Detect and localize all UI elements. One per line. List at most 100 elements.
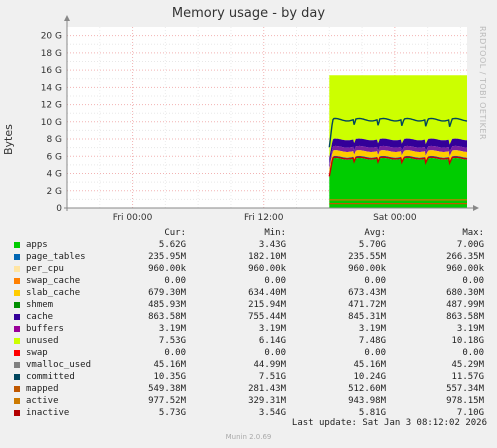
chart-plot: 0 2 G 4 G 6 G 8 G 10 G 12 G 14 G 16 G 18 G 20 G Fri… xyxy=(41,15,479,222)
legend-header-cur: Cur: xyxy=(164,228,186,238)
chart-title: Memory usage - by day xyxy=(171,6,326,21)
legend-value-cur: 0.00 xyxy=(164,276,186,286)
legend-series-name: active xyxy=(26,396,59,406)
legend-value-min: 3.19M xyxy=(258,324,286,334)
legend-value-max: 11.57G xyxy=(451,372,484,382)
legend-swatch xyxy=(14,314,20,320)
legend-value-min: 0.00 xyxy=(264,276,286,286)
legend-value-avg: 471.72M xyxy=(348,300,386,310)
x-axis-arrow xyxy=(473,205,479,211)
legend-value-max: 7.10G xyxy=(456,408,484,418)
legend-value-avg: 10.24G xyxy=(353,372,386,382)
legend-value-avg: 960.00k xyxy=(348,264,386,274)
legend-row-vmalloc-used: vmalloc_used 45.16M 44.99M 45.16M 45.29M xyxy=(0,360,497,372)
y-tick-label: 8 G xyxy=(46,135,62,145)
legend-value-avg: 0.00 xyxy=(364,348,386,358)
legend-value-cur: 5.73G xyxy=(158,408,186,418)
series-unused-area xyxy=(329,75,467,158)
legend-row-swap-cache: swap_cache 0.00 0.00 0.00 0.00 xyxy=(0,276,497,288)
legend-value-max: 487.99M xyxy=(446,300,484,310)
legend-swatch xyxy=(14,386,20,392)
legend-value-avg: 512.60M xyxy=(348,384,386,394)
legend-value-max: 0.00 xyxy=(462,348,484,358)
x-tick-label: Fri 12:00 xyxy=(244,213,284,222)
legend-series-name: apps xyxy=(26,240,48,250)
legend-value-avg: 7.48G xyxy=(358,336,386,346)
last-update: Last update: Sat Jan 3 08:12:02 2026 xyxy=(291,418,487,428)
legend-value-cur: 7.53G xyxy=(158,336,186,346)
legend-value-cur: 863.58M xyxy=(148,312,186,322)
legend-value-avg: 235.55M xyxy=(348,252,386,262)
legend-row-shmem: shmem 485.93M 215.94M 471.72M 487.99M xyxy=(0,300,497,312)
legend-value-min: 3.43G xyxy=(258,240,286,250)
y-tick-label: 18 G xyxy=(41,49,62,59)
legend-value-avg: 673.43M xyxy=(348,288,386,298)
series-committed-line xyxy=(328,117,467,148)
legend-series-name: page_tables xyxy=(26,252,86,262)
legend-row-swap: swap 0.00 0.00 0.00 0.00 xyxy=(0,348,497,360)
legend-header-max: Max: xyxy=(462,228,484,238)
series-apps-area xyxy=(329,158,467,208)
legend-value-min: 281.43M xyxy=(248,384,286,394)
legend-row-cache: cache 863.58M 755.44M 845.31M 863.58M xyxy=(0,312,497,324)
munin-version: Munin 2.0.69 xyxy=(225,433,272,441)
legend-value-max: 10.18G xyxy=(451,336,484,346)
legend-value-avg: 45.16M xyxy=(353,360,386,370)
legend-swatch xyxy=(14,242,20,248)
legend-value-min: 3.54G xyxy=(258,408,286,418)
legend-value-max: 680.30M xyxy=(446,288,484,298)
x-tick-label: Sat 00:00 xyxy=(373,213,417,222)
y-tick-label: 0 xyxy=(56,204,62,214)
legend-series-name: committed xyxy=(26,372,75,382)
legend-series-name: vmalloc_used xyxy=(26,360,92,370)
legend-swatch xyxy=(14,290,20,296)
legend-value-cur: 5.62G xyxy=(158,240,186,250)
legend-value-max: 266.35M xyxy=(446,252,484,262)
legend-value-max: 960.00k xyxy=(446,264,484,274)
legend-swatch xyxy=(14,266,20,272)
legend-swatch xyxy=(14,362,20,368)
y-axis-arrow xyxy=(64,15,70,21)
legend-value-cur: 960.00k xyxy=(148,264,186,274)
y-tick-label: 6 G xyxy=(46,152,62,162)
legend-value-avg: 0.00 xyxy=(364,276,386,286)
series-inactive-line xyxy=(328,156,468,177)
legend-row-unused: unused 7.53G 6.14G 7.48G 10.18G xyxy=(0,336,497,348)
legend-row-page-tables: page_tables 235.95M 182.10M 235.55M 266.35M xyxy=(0,252,497,264)
y-tick-label: 20 G xyxy=(41,32,62,42)
legend-value-max: 557.34M xyxy=(446,384,484,394)
legend-series-name: mapped xyxy=(26,384,59,394)
legend-row-per-cpu: per_cpu 960.00k 960.00k 960.00k 960.00k xyxy=(0,264,497,276)
legend-value-avg: 3.19M xyxy=(358,324,386,334)
rrdtool-watermark: RRDTOOL / TOBI OETIKER xyxy=(478,26,487,141)
legend-header-min: Min: xyxy=(264,228,286,238)
legend-series-name: cache xyxy=(26,312,54,322)
y-tick-label: 14 G xyxy=(41,83,62,93)
legend-value-cur: 0.00 xyxy=(164,348,186,358)
legend-series-name: per_cpu xyxy=(26,264,64,274)
legend-swatch xyxy=(14,374,20,380)
legend-value-min: 634.40M xyxy=(248,288,286,298)
legend-swatch xyxy=(14,278,20,284)
series-slab-cache-area xyxy=(329,150,467,176)
legend-value-max: 3.19M xyxy=(456,324,484,334)
y-tick-label: 2 G xyxy=(46,187,62,197)
legend-swatch xyxy=(14,326,20,332)
legend-value-max: 978.15M xyxy=(446,396,484,406)
legend-value-min: 182.10M xyxy=(248,252,286,262)
legend-series-name: inactive xyxy=(26,408,70,418)
legend-value-avg: 845.31M xyxy=(348,312,386,322)
y-tick-label: 16 G xyxy=(41,66,62,76)
legend-series-name: unused xyxy=(26,336,59,346)
legend-value-max: 0.00 xyxy=(462,276,484,286)
legend-value-cur: 485.93M xyxy=(148,300,186,310)
legend-swatch xyxy=(14,398,20,404)
series-cache-area xyxy=(329,138,467,166)
legend-value-min: 6.14G xyxy=(258,336,286,346)
legend-value-min: 7.51G xyxy=(258,372,286,382)
legend-value-cur: 235.95M xyxy=(148,252,186,262)
legend-swatch xyxy=(14,302,20,308)
legend-value-max: 7.00G xyxy=(456,240,484,250)
legend-series-name: shmem xyxy=(26,300,54,310)
